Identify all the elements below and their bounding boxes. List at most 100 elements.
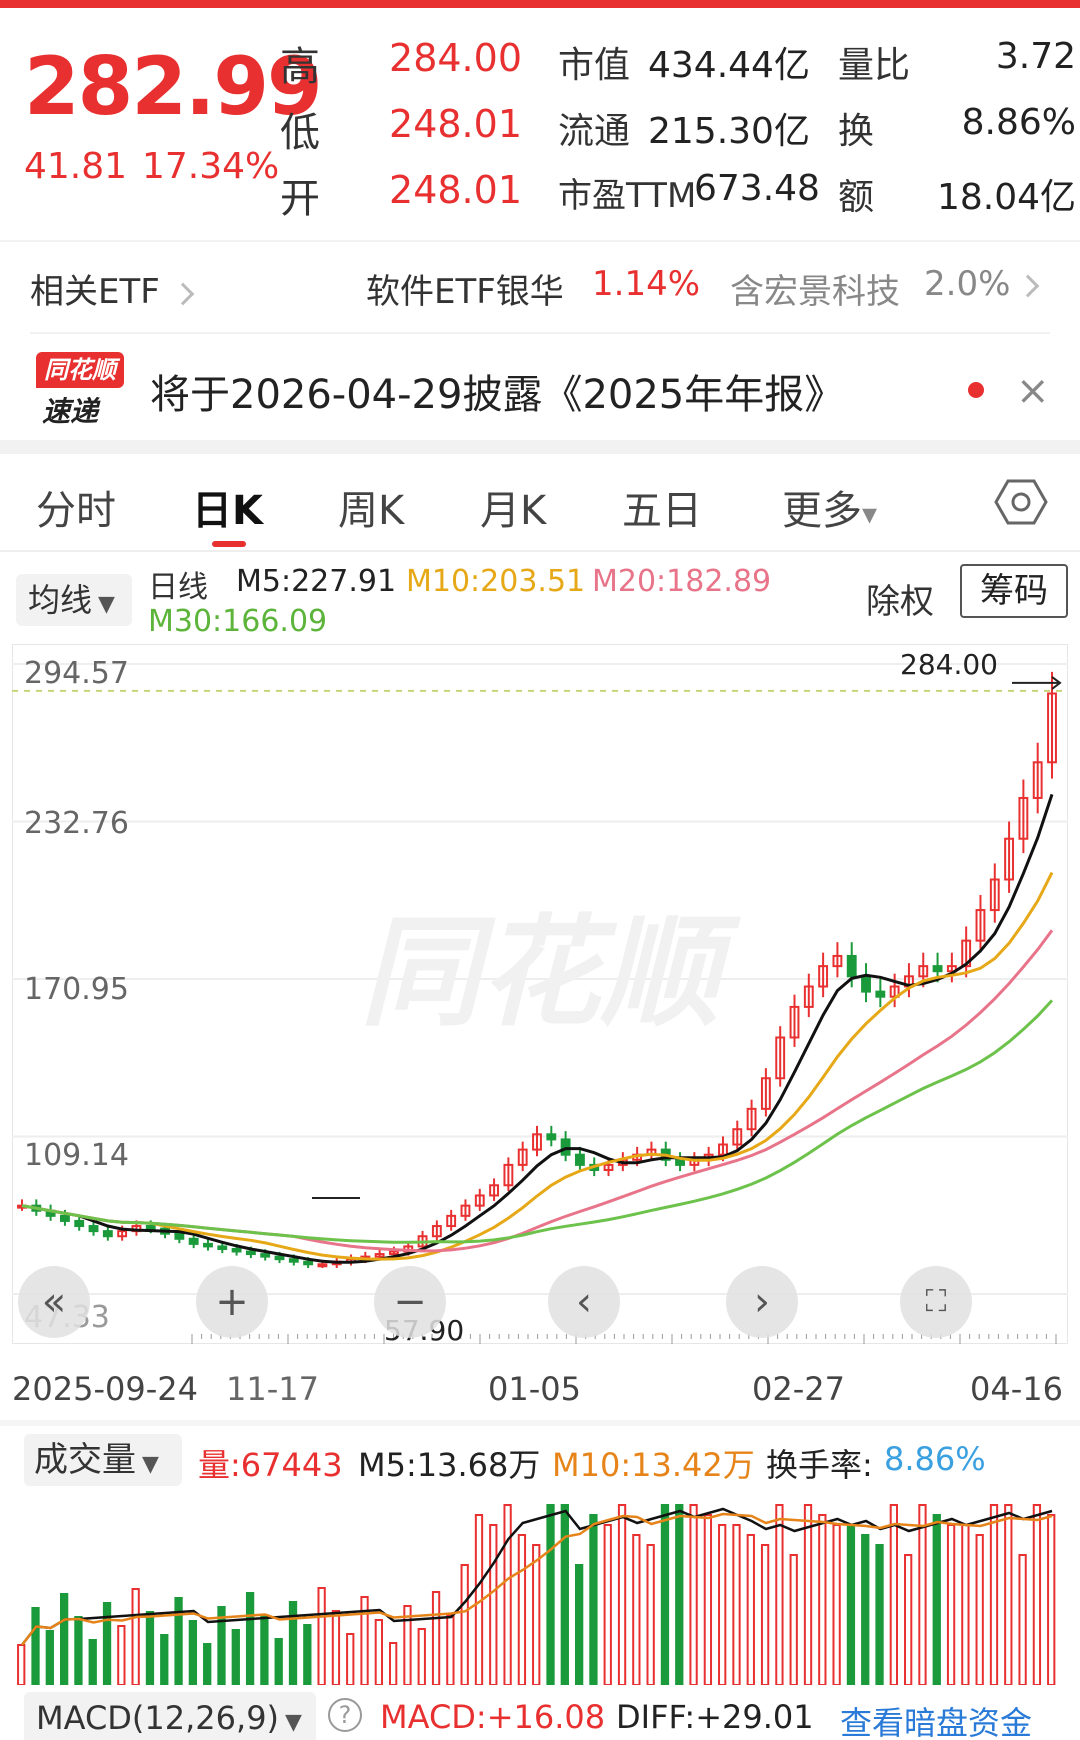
volume-bar: [374, 1619, 383, 1685]
candle-body: [975, 909, 986, 942]
volume-bar: [446, 1614, 455, 1685]
news-headline[interactable]: 将于2026-04-29披露《2025年年报》: [150, 372, 845, 418]
candle-body: [1004, 837, 1015, 881]
ma-line-m10: [21, 871, 1054, 1261]
etf-label: 相关ETF: [30, 272, 160, 312]
volume-bar: [574, 1564, 584, 1685]
candle-body: [317, 1263, 328, 1268]
volume-bar: [961, 1524, 970, 1685]
candle-body: [460, 1204, 471, 1217]
volume-bar: [231, 1629, 240, 1685]
volume-bar: [546, 1504, 555, 1685]
turnover-rate-value: 8.86%: [884, 1440, 986, 1478]
ma-line-m5: [21, 793, 1054, 1264]
volume-bar: [59, 1593, 69, 1685]
mcap-label: 市值: [558, 45, 631, 86]
volume-bar: [861, 1534, 870, 1685]
scroll-left-fast-button[interactable]: «: [18, 1266, 90, 1338]
price-change-pct: 17.34%: [142, 146, 280, 187]
tab-weekly-k[interactable]: 周K: [338, 488, 405, 534]
candle-body: [260, 1253, 271, 1258]
candle-body: [532, 1133, 542, 1151]
volume-bar: [517, 1534, 527, 1685]
open-label: 开: [280, 176, 320, 222]
volume-bar: [689, 1504, 698, 1685]
tab-daily-k[interactable]: 日K: [192, 488, 263, 534]
volume-bar: [660, 1504, 670, 1685]
volume-bar: [932, 1514, 941, 1685]
volume-bar: [331, 1610, 341, 1685]
candle-body: [946, 965, 957, 973]
candle-body: [74, 1219, 85, 1228]
candle-body: [732, 1128, 743, 1146]
volume-bar: [1032, 1504, 1042, 1685]
ma-line-m30: [21, 999, 1054, 1244]
y-tick: 170.95: [24, 972, 129, 1007]
volume-indicator-dropdown[interactable]: 成交量 ▼: [24, 1434, 182, 1486]
candle-body: [231, 1247, 242, 1253]
candle-body: [1047, 692, 1057, 764]
fullscreen-icon[interactable]: ⛶: [900, 1266, 972, 1338]
volume-bar: [1018, 1554, 1027, 1685]
price-change: 41.81: [24, 146, 128, 187]
volume-bar: [417, 1628, 426, 1685]
volume-bar: [617, 1504, 627, 1685]
section-gap: [0, 440, 1080, 454]
candle-body: [102, 1230, 113, 1238]
candle-body: [1018, 796, 1029, 840]
volume-bar: [789, 1554, 798, 1685]
y-tick: 232.76: [24, 806, 129, 841]
macd-indicator-dropdown[interactable]: MACD(12,26,9) ▼: [24, 1692, 316, 1740]
dark-pool-link[interactable]: 查看暗盘资金: [840, 1704, 1033, 1740]
volume-chart[interactable]: [12, 1495, 1068, 1685]
etf-name-2[interactable]: 含宏景科技: [730, 272, 900, 312]
candle-body: [803, 985, 814, 1008]
related-etf-row[interactable]: 相关ETF 软件ETF银华 1.14% 含宏景科技 2.0%: [30, 264, 1050, 314]
active-tab-indicator: [212, 541, 246, 547]
volume-bar: [317, 1587, 326, 1685]
candle-body: [245, 1250, 256, 1256]
tab-five-day[interactable]: 五日: [622, 488, 702, 534]
volume-bar: [145, 1611, 155, 1685]
candlestick-chart[interactable]: 同花顺: [12, 644, 1068, 1344]
volume-bar: [803, 1504, 813, 1685]
volume-m10: M10:13.42万: [552, 1446, 755, 1484]
settings-icon[interactable]: [994, 478, 1048, 526]
volume-bar: [918, 1504, 927, 1685]
candle-body: [675, 1158, 685, 1166]
volume-bar: [846, 1524, 856, 1685]
turnover-rate-label: 换手率:: [766, 1446, 873, 1484]
candle-body: [832, 954, 843, 968]
volume-bar: [746, 1534, 755, 1685]
candle-body: [303, 1260, 314, 1266]
close-icon[interactable]: ×: [1016, 368, 1050, 414]
volume-bar: [818, 1514, 827, 1685]
chip-distribution-button[interactable]: 筹码: [960, 564, 1068, 618]
y-tick: 294.57: [24, 656, 129, 691]
candle-body: [389, 1250, 399, 1256]
scroll-right-button[interactable]: ›: [726, 1266, 798, 1338]
help-icon[interactable]: ?: [328, 1698, 362, 1732]
tab-fenshi[interactable]: 分时: [36, 488, 116, 534]
candle-body: [546, 1133, 557, 1141]
zoom-in-button[interactable]: +: [196, 1266, 268, 1338]
volume-bar: [489, 1524, 498, 1685]
volume-bar: [303, 1624, 312, 1685]
tab-monthly-k[interactable]: 月K: [480, 488, 547, 534]
pe-label: 市盈TTM: [558, 176, 697, 216]
volume-bar: [31, 1607, 40, 1685]
volratio-label: 量比: [838, 45, 911, 86]
etf-name-1[interactable]: 软件ETF银华: [366, 272, 564, 312]
ma-dropdown[interactable]: 均线 ▼: [16, 574, 132, 626]
volume-bar: [946, 1524, 956, 1685]
high-arrow-icon: [1051, 676, 1062, 690]
scroll-left-button[interactable]: ‹: [548, 1266, 620, 1338]
ma5-value: M5:227.91: [236, 564, 397, 599]
candle-body: [489, 1184, 500, 1197]
volume-bar: [203, 1643, 212, 1685]
candle-body: [989, 878, 1000, 912]
ex-rights-button[interactable]: 除权: [866, 582, 934, 622]
tab-more[interactable]: 更多▾: [782, 488, 878, 534]
caret-down-icon: ▼: [285, 1710, 302, 1735]
zoom-out-button[interactable]: −: [374, 1266, 446, 1338]
